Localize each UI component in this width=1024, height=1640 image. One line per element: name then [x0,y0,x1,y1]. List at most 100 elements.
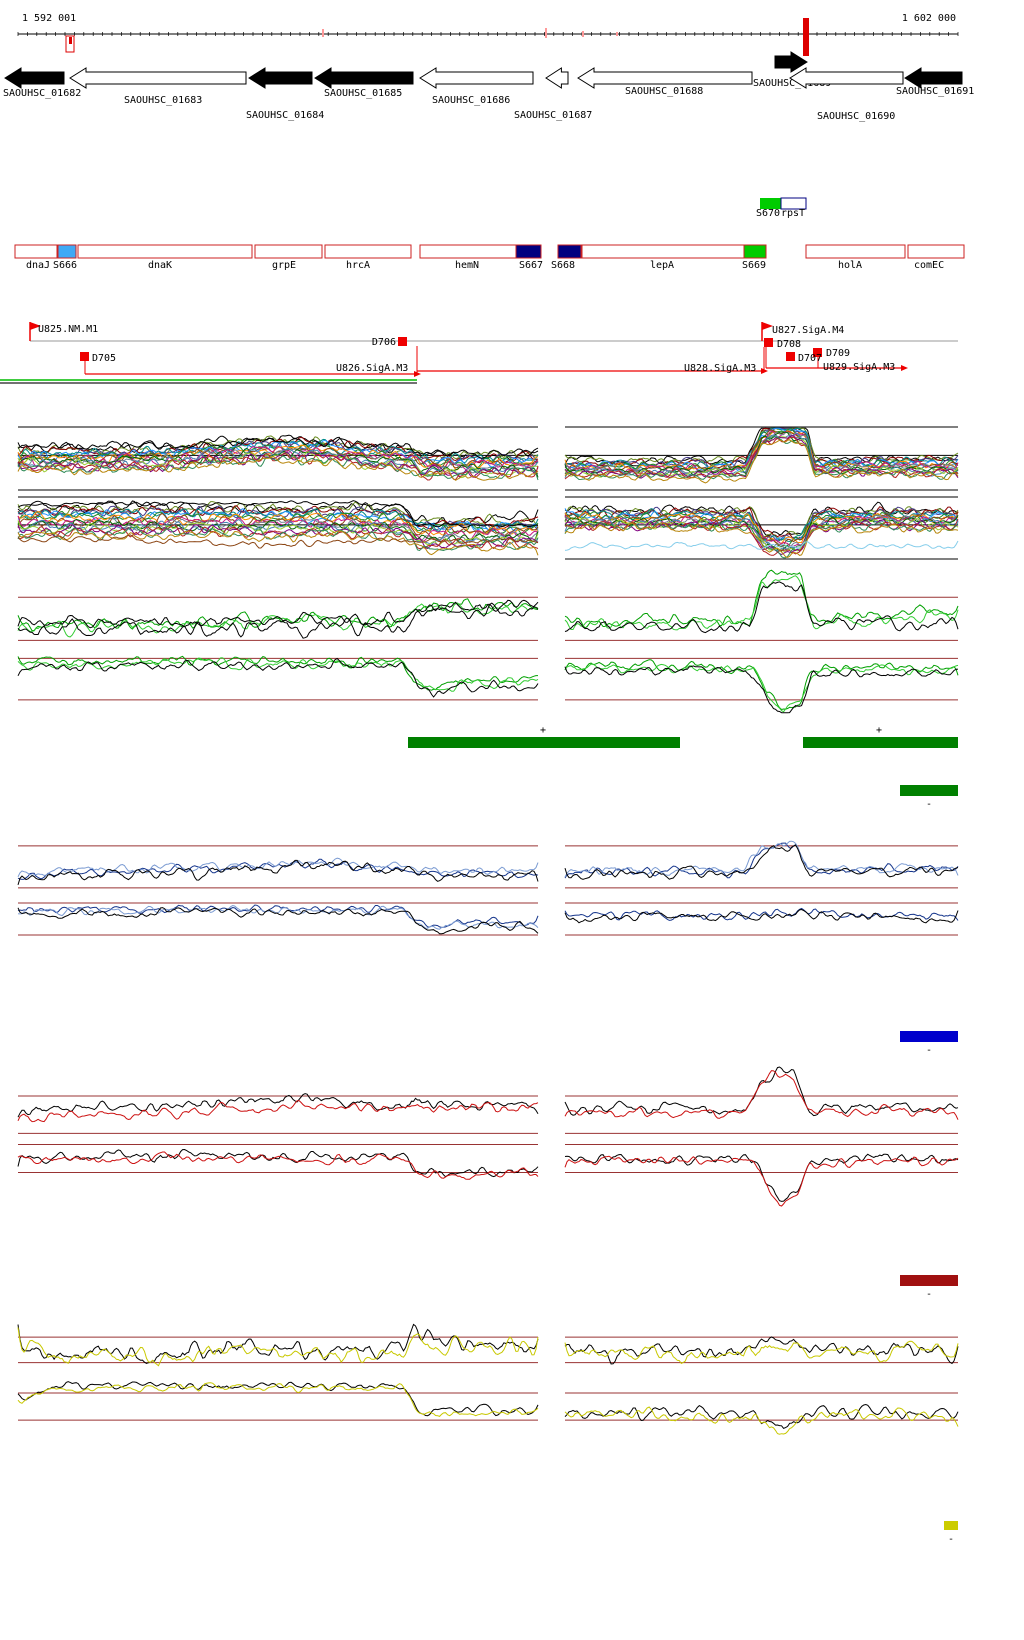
expression-curve [564,663,959,713]
expression-curve [17,440,539,466]
gene-arrow-label: SAOUHSC_01691 [896,86,974,97]
orf-label: S667 [519,260,543,271]
expression-curve [17,1323,539,1364]
tu-feature-box[interactable] [398,337,407,346]
tu-label: D705 [92,353,116,364]
expression-curve [17,505,539,532]
expression-curve [17,655,538,691]
orf-label: S670 [756,208,780,219]
expression-curve [564,1340,959,1365]
expression-curve [564,842,959,879]
orf-label: S669 [742,260,766,271]
orf-box[interactable] [557,244,582,259]
expression-curve [564,581,959,634]
expression-curve [17,1100,539,1123]
strand-sign: + [876,725,882,736]
expression-curve [17,904,539,930]
ruler-start-label: 1 592 001 [22,13,77,24]
gene-arrow[interactable] [774,51,808,73]
expression-curve [17,657,539,692]
expression-curve [564,522,959,558]
tu-label: D707 [798,353,822,364]
orf-label: S666 [53,260,77,271]
tu-terminator-arrow [761,368,768,374]
expression-curve [17,524,539,550]
tu-label: U828.SigA.M3 [684,363,756,374]
expression-curve [17,517,539,543]
tu-feature-box[interactable] [813,348,822,357]
gene-arrow[interactable] [69,67,247,89]
expression-curve [17,436,539,459]
orf-box[interactable] [254,244,323,259]
expression-curve [17,518,539,542]
tu-label: D709 [826,348,850,359]
tu-feature-box[interactable] [786,352,795,361]
strand-bar-minus [944,1521,958,1530]
orf-label: lepA [650,260,674,271]
gene-arrow[interactable] [904,67,963,89]
orf-box[interactable] [805,244,906,259]
strand-bar-plus [803,737,958,748]
expression-curve [17,598,539,632]
orf-box[interactable] [760,198,781,209]
orf-box[interactable] [907,244,965,259]
expression-curve [17,1381,539,1417]
expression-curve [564,1070,959,1120]
ruler-mark [322,29,324,37]
gene-arrow-label: SAOUHSC_01686 [432,95,510,106]
orf-box[interactable] [324,244,412,259]
orf-label: holA [838,260,862,271]
orf-label: rpsT [781,208,805,219]
tu-tss-flag[interactable] [762,322,773,330]
gene-arrow-label: SAOUHSC_01682 [3,88,81,99]
gene-arrow[interactable] [4,67,65,89]
orf-box[interactable] [77,244,253,259]
orf-box[interactable] [57,244,77,259]
gene-arrow[interactable] [577,67,753,89]
gene-arrow[interactable] [419,67,534,89]
ruler-end-label: 1 602 000 [901,13,956,24]
gene-arrow[interactable] [248,67,313,89]
expression-curve [17,904,539,928]
expression-curve [17,857,539,878]
gene-arrow[interactable] [545,67,569,89]
tu-label: U825.NM.M1 [38,324,98,335]
orf-label: comEC [914,260,944,271]
tu-feature-box[interactable] [764,338,773,347]
expression-curve [17,1148,539,1178]
tu-feature-box[interactable] [80,352,89,361]
tu-label: U826.SigA.M3 [336,363,408,374]
expression-curve [564,575,959,631]
expression-curve [17,534,539,549]
strand-bar-minus [900,1275,958,1286]
expression-curve [17,448,539,476]
expression-curve [564,511,959,547]
orf-segment [515,244,542,259]
gene-arrow[interactable] [314,67,414,89]
orf-label: dnaK [148,260,172,271]
expression-curve [564,428,959,472]
expression-curve [564,569,959,629]
expression-curve [17,518,539,545]
ruler-mark [69,37,72,44]
orf-box[interactable] [581,244,767,259]
expression-curve [564,659,959,711]
expression-curve [17,599,539,629]
ruler-mark [545,28,547,38]
expression-curve [17,530,539,556]
strand-sign: - [926,1045,932,1056]
gene-arrow-label: SAOUHSC_01685 [324,88,402,99]
orf-box[interactable] [14,244,58,259]
expression-curve [564,844,959,880]
expression-curve [17,1327,539,1367]
expression-curve [17,859,539,886]
ruler-mark [65,35,75,53]
orf-label: grpE [272,260,296,271]
expression-curve [17,657,539,698]
gene-arrow[interactable] [789,67,904,89]
orf-box[interactable] [780,197,807,210]
tu-label: U827.SigA.M4 [772,325,844,336]
tu-tss-flag[interactable] [30,322,41,330]
orf-label: dnaJ [26,260,50,271]
orf-label: hemN [455,260,479,271]
